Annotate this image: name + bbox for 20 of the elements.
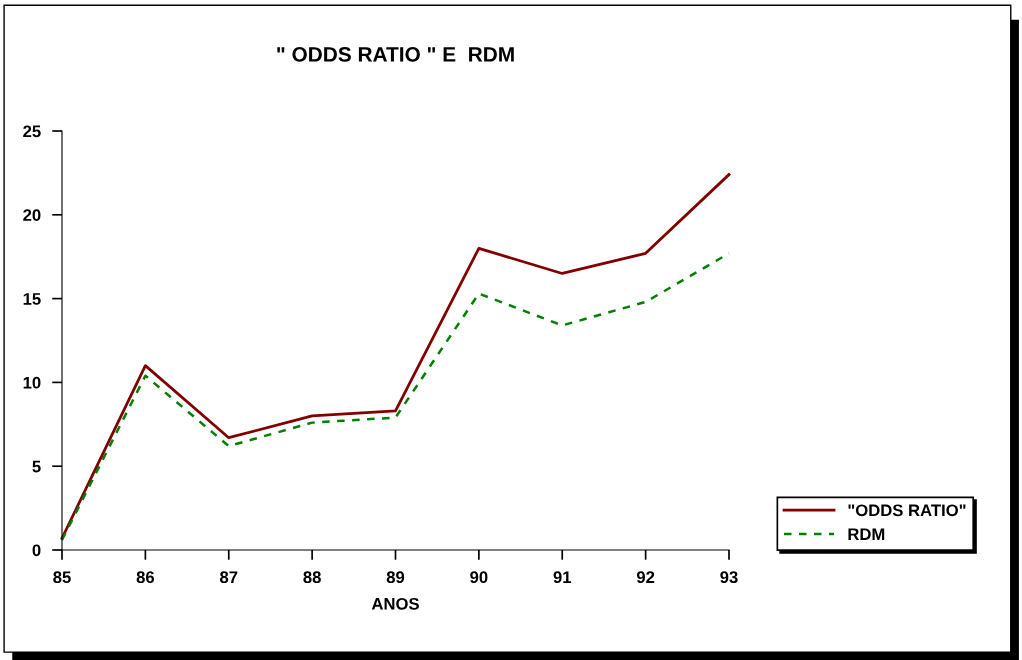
y-tick-label: 20	[23, 209, 41, 221]
line-series	[60, 173, 731, 540]
x-tick-label: 85	[53, 571, 71, 584]
x-tick-label: 88	[303, 571, 321, 584]
y-tick-label: 15	[23, 293, 41, 305]
x-tick-label: 90	[470, 571, 488, 584]
x-tick-label: 91	[553, 571, 572, 584]
y-tick-label: 0	[32, 544, 41, 557]
x-tick-label: 86	[136, 571, 155, 584]
x-axis-title: ANOS	[371, 597, 419, 610]
y-tick-label: 25	[23, 125, 41, 138]
x-tick-label: 87	[220, 571, 238, 584]
chart-title: " ODDS RATIO " E RDM	[277, 47, 514, 62]
legend-label: RDM	[848, 528, 885, 540]
y-tick-label: 10	[23, 376, 41, 389]
y-tick-label: 5	[32, 460, 41, 473]
legend-label: "ODDS RATIO"	[848, 504, 966, 517]
x-tick-label: 93	[720, 571, 738, 584]
x-tick-label: 92	[636, 571, 655, 584]
x-tick-label: 89	[386, 571, 405, 584]
